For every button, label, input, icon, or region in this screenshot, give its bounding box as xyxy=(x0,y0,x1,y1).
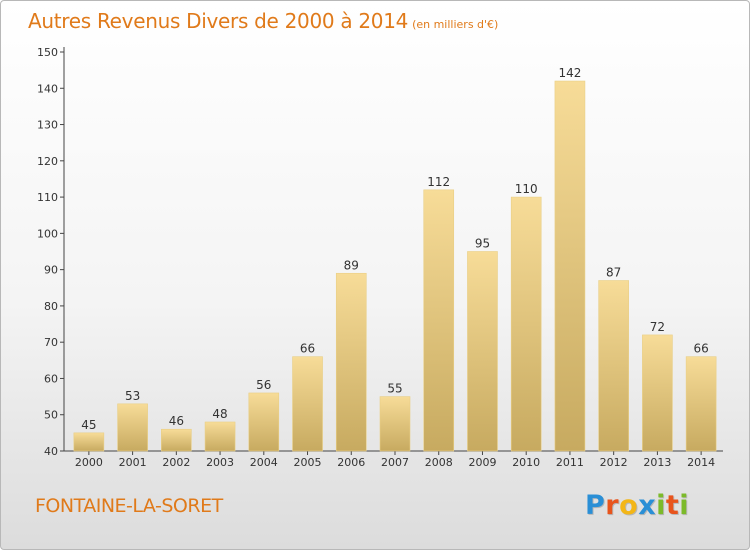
data-label: 66 xyxy=(693,342,708,356)
bar xyxy=(161,428,192,452)
data-label: 112 xyxy=(427,175,450,189)
data-label: 95 xyxy=(475,237,490,251)
proxiti-logo[interactable]: Proxiti xyxy=(585,490,689,521)
bar xyxy=(554,80,586,452)
data-label: 48 xyxy=(212,407,227,421)
data-label: 89 xyxy=(344,258,359,272)
x-tick-label: 2010 xyxy=(512,456,540,469)
data-label: 110 xyxy=(515,182,538,196)
x-axis: 2000 2001 2002 2003 2004 2005 2006 2007 2008 2009… xyxy=(64,450,723,469)
x-tick-label: 2013 xyxy=(643,456,671,469)
data-label: 46 xyxy=(169,414,184,428)
logo-letter: o xyxy=(619,490,639,521)
data-label: 55 xyxy=(387,382,402,396)
x-tick-label: 2011 xyxy=(556,456,584,469)
data-label: 53 xyxy=(125,389,140,403)
bar xyxy=(467,251,498,452)
y-tick-label: 140 xyxy=(37,82,58,95)
data-labels-group: 45 53 46 48 56 66 89 55 112 95 110 142 87 72 66 xyxy=(81,66,709,432)
bar xyxy=(73,432,105,452)
x-tick-label: 2007 xyxy=(381,456,409,469)
bar xyxy=(204,421,236,452)
y-tick-label: 130 xyxy=(37,119,58,132)
chart-title: Autres Revenus Divers de 2000 à 2014 (en … xyxy=(28,9,498,33)
x-tick-label: 2001 xyxy=(119,456,147,469)
data-label: 66 xyxy=(300,342,315,356)
y-tick-label: 150 xyxy=(37,46,58,59)
bar xyxy=(598,280,629,452)
commune-name: FONTAINE-LA-SORET xyxy=(35,495,223,517)
x-tick-label: 2002 xyxy=(162,456,190,469)
logo-letter: t xyxy=(665,490,680,521)
chart-subtitle: (en milliers d'€) xyxy=(412,18,499,31)
x-tick-label: 2003 xyxy=(206,456,234,469)
chart-title-text: Autres Revenus Divers de 2000 à 2014 xyxy=(28,9,409,33)
logo-letter: i xyxy=(656,490,666,521)
bar xyxy=(292,356,323,452)
x-tick-label: 2008 xyxy=(425,456,453,469)
x-tick-label: 2004 xyxy=(250,456,278,469)
x-tick-label: 2012 xyxy=(600,456,628,469)
bar xyxy=(685,356,717,452)
logo-letter: i xyxy=(679,490,690,521)
logo-letter: r xyxy=(605,490,620,521)
bar xyxy=(335,272,367,452)
logo-letter: x xyxy=(638,490,657,521)
bars-group xyxy=(73,80,717,452)
y-tick-label: 100 xyxy=(37,227,58,240)
data-label: 45 xyxy=(81,418,96,432)
bar xyxy=(510,196,542,452)
y-tick-label: 110 xyxy=(37,191,58,204)
y-tick-label: 80 xyxy=(44,300,58,313)
y-tick-label: 60 xyxy=(44,372,58,385)
bar xyxy=(642,334,673,452)
bar xyxy=(248,392,280,452)
y-tick-label: 120 xyxy=(37,155,58,168)
data-label: 72 xyxy=(650,320,665,334)
bar xyxy=(117,403,148,452)
bar xyxy=(423,189,455,452)
x-tick-label: 2009 xyxy=(468,456,496,469)
y-axis: 40 50 60 70 80 90 100 110 120 130 140 150 xyxy=(37,46,65,458)
x-tick-label: 2000 xyxy=(75,456,103,469)
y-tick-label: 70 xyxy=(44,336,58,349)
data-label: 56 xyxy=(256,378,271,392)
x-tick-label: 2005 xyxy=(294,456,322,469)
y-tick-label: 90 xyxy=(44,264,58,277)
data-label: 87 xyxy=(606,266,621,280)
bar xyxy=(379,396,411,452)
x-tick-label: 2014 xyxy=(687,456,715,469)
x-tick-label: 2006 xyxy=(337,456,365,469)
y-tick-label: 40 xyxy=(44,445,58,458)
logo-letter: P xyxy=(585,490,606,521)
data-label: 142 xyxy=(558,66,581,80)
y-tick-label: 50 xyxy=(44,409,58,422)
